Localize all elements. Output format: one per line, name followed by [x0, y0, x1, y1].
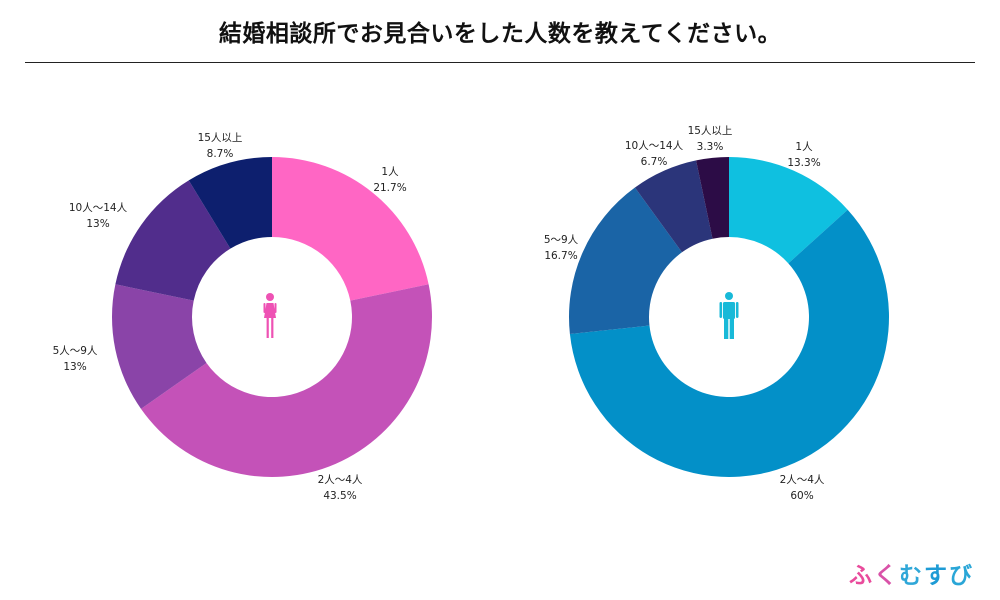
female-icon: [263, 293, 277, 338]
male-value-label: 3.3%: [697, 141, 724, 153]
male-slice-3: [568, 187, 682, 335]
female-category-label: 5人〜9人: [53, 345, 98, 357]
male-value-label: 16.7%: [544, 250, 577, 262]
male-value-label: 6.7%: [641, 156, 668, 168]
male-value-label: 13.3%: [787, 157, 820, 169]
male-category-label: 1人: [795, 141, 813, 153]
male-category-label: 10人〜14人: [625, 140, 684, 152]
female-category-label: 15人以上: [198, 132, 243, 144]
brand-char: す: [924, 563, 949, 589]
male-category-label: 15人以上: [688, 125, 733, 137]
male-slice-2: [569, 209, 889, 477]
male-icon: [719, 292, 739, 339]
brand-char: く: [874, 563, 899, 589]
male-donut-chart: 1人 13.3% 2人〜4人 60% 5〜9人 16.7% 10人〜14人 6.7% 15人以上…: [544, 125, 889, 502]
brand-char: ふ: [849, 563, 874, 589]
female-category-label: 1人: [381, 166, 399, 178]
female-slice-2: [141, 284, 433, 478]
title-divider: [25, 62, 975, 63]
female-donut-chart: 1人 21.7% 2人〜4人 43.5% 5人〜9人 13% 10人〜14人 13% 15人以上…: [53, 132, 433, 502]
male-slice-5: [696, 157, 729, 239]
female-value-label: 13%: [86, 218, 109, 230]
brand-char: び: [949, 563, 974, 589]
female-slice-1: [272, 157, 429, 301]
brand-logo: ふくむすび: [849, 556, 974, 590]
female-slice-5: [188, 157, 272, 249]
male-slice-1: [729, 157, 848, 264]
female-slice-4: [115, 180, 231, 301]
female-slice-3: [111, 284, 207, 409]
female-value-label: 43.5%: [323, 490, 356, 502]
female-value-label: 21.7%: [373, 182, 406, 194]
male-category-label: 5〜9人: [544, 234, 579, 246]
female-category-label: 2人〜4人: [318, 474, 363, 486]
female-category-label: 10人〜14人: [69, 202, 128, 214]
male-value-label: 60%: [790, 490, 813, 502]
male-category-label: 2人〜4人: [780, 474, 825, 486]
female-value-label: 13%: [63, 361, 86, 373]
brand-text: ふくむすび: [849, 556, 974, 590]
brand-char: む: [899, 563, 924, 589]
page-title: 結婚相談所でお見合いをした人数を教えてください。: [218, 21, 782, 47]
female-value-label: 8.7%: [207, 148, 234, 160]
male-slice-4: [634, 160, 713, 253]
